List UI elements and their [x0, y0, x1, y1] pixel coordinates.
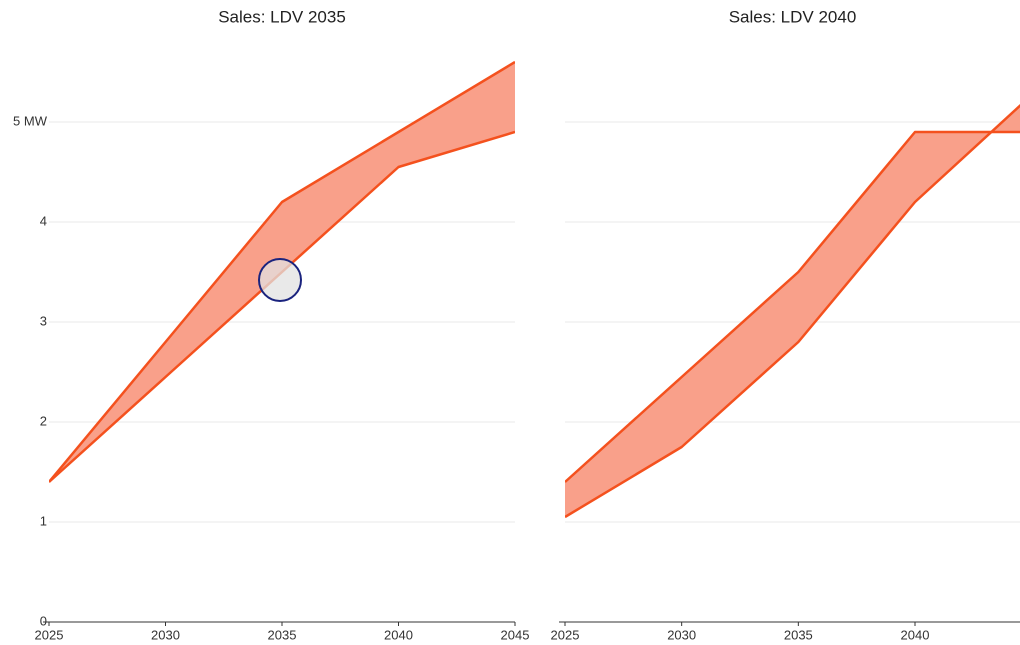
y-tick-label: 3	[40, 313, 47, 328]
x-tick-label: 2040	[384, 627, 413, 642]
plot-area	[565, 104, 1020, 519]
x-tick-label: 2025	[35, 627, 64, 642]
y-tick-label: 0	[40, 613, 47, 628]
band-line	[49, 130, 515, 483]
x-tick-label: 2035	[268, 627, 297, 642]
x-tick-label: 2030	[151, 627, 180, 642]
band-line	[565, 104, 1020, 519]
band-line	[565, 130, 1020, 483]
x-tick-label: 2030	[667, 627, 696, 642]
y-tick-label: 1	[40, 513, 47, 528]
chart-title: Sales: LDV 2040	[729, 7, 857, 26]
band-area	[565, 105, 1020, 517]
y-tick-label: 4	[40, 213, 47, 228]
cursor-highlight	[258, 258, 302, 302]
y-tick-label: 5 MW	[13, 113, 48, 128]
x-tick-label: 2035	[784, 627, 813, 642]
chart-title: Sales: LDV 2035	[218, 7, 346, 26]
x-tick-label: 2040	[901, 627, 930, 642]
x-tick-label: 2025	[551, 627, 580, 642]
band-line	[49, 60, 515, 483]
y-tick-label: 2	[40, 413, 47, 428]
x-tick-label: 2045	[501, 627, 530, 642]
